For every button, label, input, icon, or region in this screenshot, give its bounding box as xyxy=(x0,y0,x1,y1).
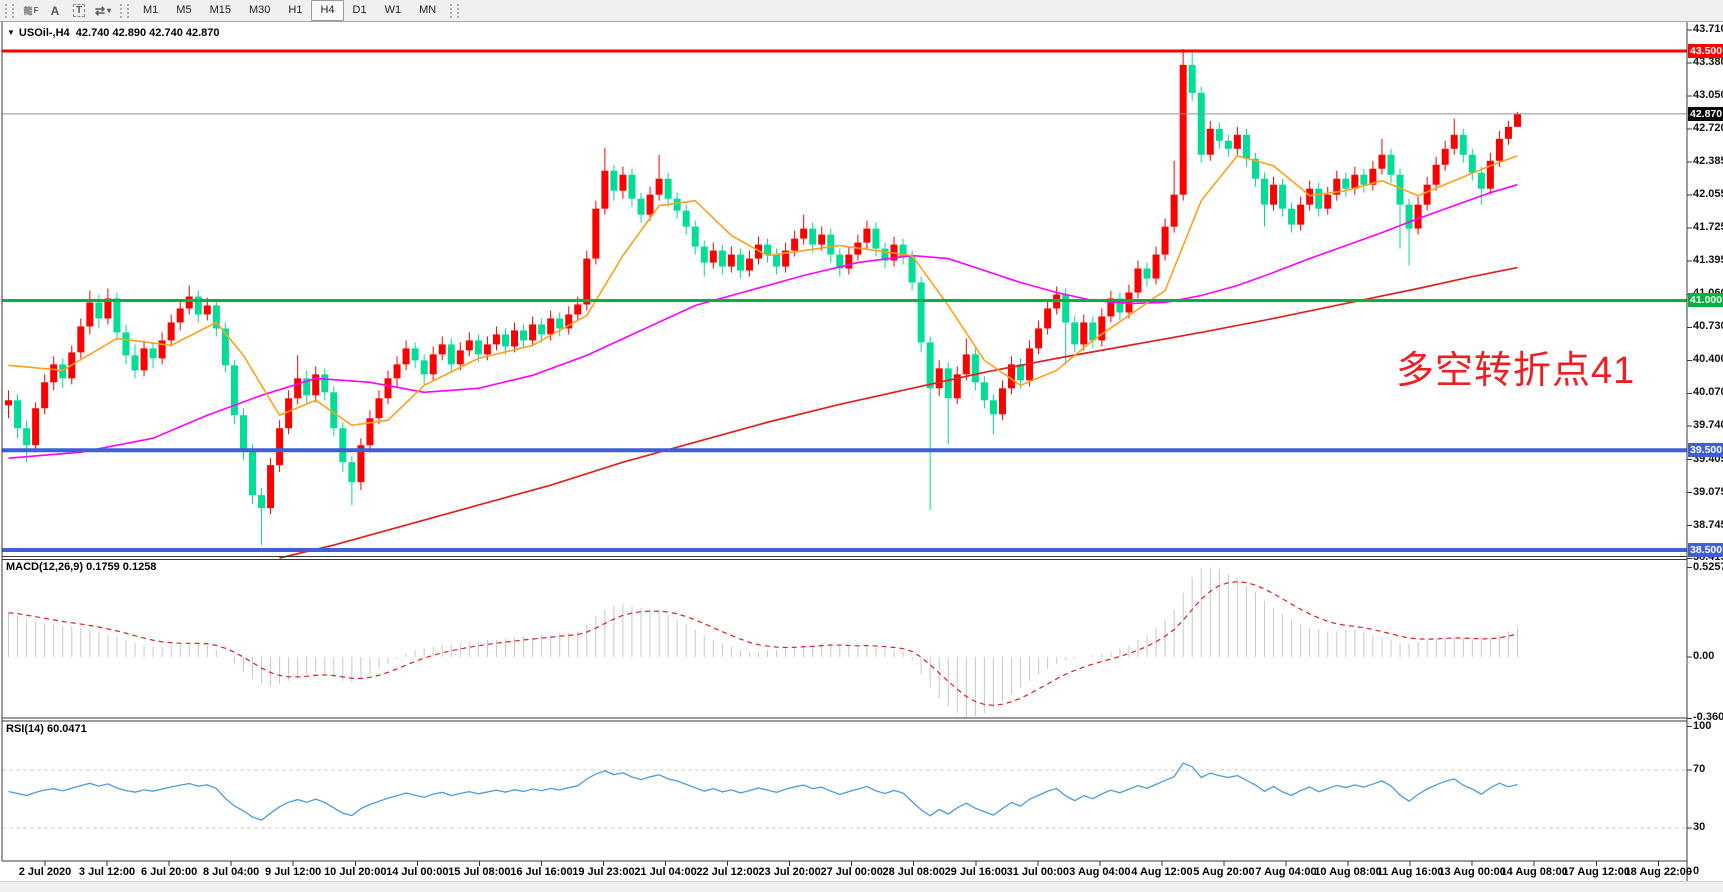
status-strip xyxy=(0,881,1723,892)
macd-tick-label: 0.00 xyxy=(1693,650,1715,662)
time-axis-label: 2 Jul 2020 xyxy=(18,866,72,878)
rsi-indicator-label: RSI(14) 60.0471 xyxy=(6,723,87,735)
price-tick-label: 41.725 xyxy=(1693,221,1723,234)
time-axis-label: 10 Aug 08:00 xyxy=(1314,866,1382,878)
time-axis-label: 13 Aug 00:00 xyxy=(1438,866,1506,878)
price-level-badge: 39.500 xyxy=(1688,443,1723,458)
rsi-tick-label: 100 xyxy=(1693,719,1712,732)
symbol-dropdown-icon[interactable]: ▼ xyxy=(7,28,15,37)
chart-annotation-text: 多空转折点41 xyxy=(1396,350,1636,392)
price-tick-label: 42.385 xyxy=(1693,155,1723,168)
time-axis-label: 29 Jul 16:00 xyxy=(944,866,1007,878)
price-tick-label: 40.070 xyxy=(1693,386,1723,399)
time-axis-label: 31 Jul 00:00 xyxy=(1006,866,1069,878)
time-axis-label: 19 Jul 23:00 xyxy=(572,866,635,878)
text-label-tool-icon[interactable]: A xyxy=(50,3,60,18)
time-axis-label: 21 Jul 04:00 xyxy=(634,866,697,878)
time-axis-label: 23 Jul 20:00 xyxy=(758,866,821,878)
timeframe-button-D1[interactable]: D1 xyxy=(352,4,367,16)
price-tick-label: 43.050 xyxy=(1693,88,1723,101)
time-axis-label: 22 Jul 12:00 xyxy=(696,866,759,878)
toolbar-grip[interactable] xyxy=(5,3,14,18)
timeframe-button-H4[interactable]: H4 xyxy=(311,0,344,21)
price-tick-label: 40.730 xyxy=(1693,320,1723,333)
timeframe-button-M30[interactable]: M30 xyxy=(248,4,271,16)
timeframe-button-M15[interactable]: M15 xyxy=(209,4,231,16)
time-axis-label: 17 Aug 12:00 xyxy=(1562,866,1630,878)
time-axis-label: 8 Jul 04:00 xyxy=(203,866,260,878)
time-axis-label: 5 Aug 20:00 xyxy=(1193,866,1255,878)
price-tick-label: 42.055 xyxy=(1693,188,1723,201)
rsi-tick-label: 30 xyxy=(1693,821,1706,833)
timeframe-button-M1[interactable]: M1 xyxy=(143,4,159,16)
price-tick-label: 39.075 xyxy=(1693,485,1723,498)
symbol-timeframe-label: USOil-,H4 xyxy=(18,27,70,39)
price-tick-label: 42.720 xyxy=(1693,121,1723,134)
timeframe-button-M5[interactable]: M5 xyxy=(176,4,192,16)
time-axis-label: 10 Jul 20:00 xyxy=(324,866,387,878)
time-axis-label: 28 Jul 08:00 xyxy=(882,866,945,878)
timeframe-button-W1[interactable]: W1 xyxy=(384,4,402,16)
price-tick-label: 39.740 xyxy=(1693,419,1723,432)
price-level-badge: 43.500 xyxy=(1688,43,1723,58)
time-axis-label: 9 Jul 12:00 xyxy=(265,866,322,878)
time-axis-label: 14 Aug 08:00 xyxy=(1500,866,1568,878)
time-axis-label: 27 Jul 00:00 xyxy=(820,866,883,878)
price-tick-label: 43.380 xyxy=(1693,55,1723,68)
toolbar-grip[interactable] xyxy=(120,3,129,18)
time-axis-label: 18 Aug 22:00 xyxy=(1624,866,1693,878)
time-axis-label: 3 Aug 04:00 xyxy=(1069,866,1131,878)
dropdown-caret-icon[interactable]: ▾ xyxy=(107,6,112,15)
rsi-tick-label: 0 xyxy=(1693,864,1700,877)
time-axis-label: 14 Jul 00:00 xyxy=(386,866,449,878)
price-tick-label: 38.745 xyxy=(1693,518,1723,531)
price-level-badge: 42.870 xyxy=(1688,106,1723,121)
price-tick-label: 43.710 xyxy=(1693,22,1723,35)
macd-tick-label: -0.3603 xyxy=(1693,711,1723,724)
grid-f-tool-icon[interactable]: ⿓ F xyxy=(23,6,39,16)
time-axis-label: 4 Aug 12:00 xyxy=(1131,866,1193,878)
price-level-badge: 41.000 xyxy=(1688,293,1723,308)
price-tick-label: 40.400 xyxy=(1693,353,1723,366)
text-box-tool-icon[interactable]: T xyxy=(67,2,91,20)
timeframe-button-MN[interactable]: MN xyxy=(419,4,437,16)
ohlc-values: 42.740 42.890 42.740 42.870 xyxy=(75,27,220,39)
time-axis-label: 16 Jul 16:00 xyxy=(510,866,573,878)
price-tick-label: 41.395 xyxy=(1693,254,1723,267)
time-axis-label: 15 Jul 08:00 xyxy=(448,866,511,878)
time-axis-label: 11 Aug 16:00 xyxy=(1376,866,1444,878)
time-axis-label: 6 Jul 20:00 xyxy=(140,866,198,878)
time-axis-label: 7 Aug 04:00 xyxy=(1255,866,1317,878)
time-axis-label: 3 Jul 12:00 xyxy=(78,866,136,878)
price-level-badge: 38.500 xyxy=(1688,543,1723,557)
rsi-tick-label: 70 xyxy=(1693,763,1706,775)
toolbar-grip[interactable] xyxy=(450,3,460,18)
drawing-tools-group: ⿓ F A T ⇄ ▾ xyxy=(19,2,115,20)
toolbar: ⿓ F A T ⇄ ▾ M1 M5 M15 M30 H1 H4 D1 W1 MN xyxy=(0,0,1723,22)
macd-indicator-label: MACD(12,26,9) 0.1759 0.1258 xyxy=(6,561,157,573)
arrange-arrows-tool-icon[interactable]: ⇄ ▾ xyxy=(94,3,112,18)
macd-tick-label: 0.5257 xyxy=(1693,560,1723,573)
timeframe-group: M1 M5 M15 M30 H1 H4 D1 W1 MN xyxy=(134,0,445,21)
chart-title: ▼ USOil-,H4 42.740 42.890 42.740 42.870 xyxy=(7,27,220,39)
timeframe-button-H1[interactable]: H1 xyxy=(288,4,303,16)
